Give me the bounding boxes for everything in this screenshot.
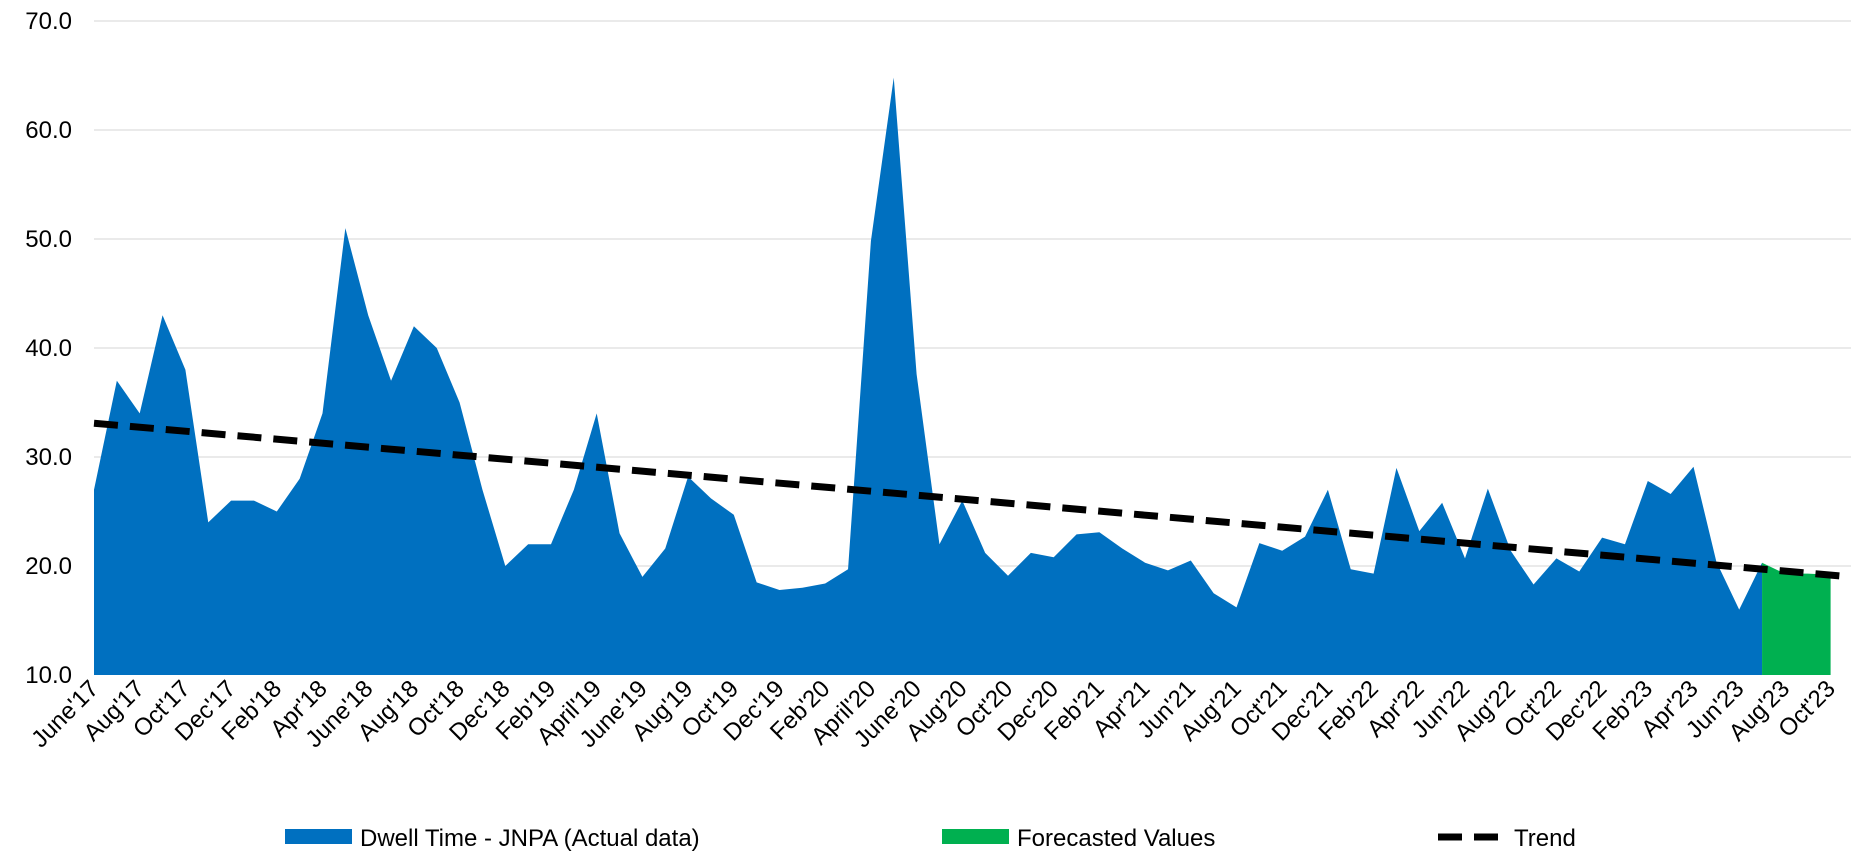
legend-item-trend: Trend — [1438, 825, 1576, 852]
y-tick-label: 40.0 — [25, 335, 72, 362]
y-tick-label: 70.0 — [25, 8, 72, 35]
legend-swatch-forecast — [942, 829, 1009, 844]
y-tick-label: 30.0 — [25, 444, 72, 471]
forecast-area — [1762, 562, 1831, 675]
trend-line-group — [93, 419, 1851, 581]
y-tick-label: 10.0 — [25, 662, 72, 689]
plot-areas — [94, 77, 1831, 676]
legend-swatch-actual — [285, 829, 352, 844]
y-tick-label: 50.0 — [25, 226, 72, 253]
legend-label-actual: Dwell Time - JNPA (Actual data) — [360, 825, 700, 852]
legend-label-trend: Trend — [1514, 825, 1576, 852]
y-axis: 10.0 20.0 30.0 40.0 50.0 60.0 70.0 — [25, 8, 72, 689]
legend-item-actual: Dwell Time - JNPA (Actual data) — [285, 825, 700, 852]
x-axis: June'17Aug'17Oct'17Dec'17Feb'18Apr'18Jun… — [26, 675, 1841, 753]
y-tick-label: 60.0 — [25, 117, 72, 144]
trend-line — [93, 419, 1851, 581]
legend-label-forecast: Forecasted Values — [1017, 825, 1215, 852]
legend-item-forecast: Forecasted Values — [942, 825, 1215, 852]
legend: Dwell Time - JNPA (Actual data) Forecast… — [285, 825, 1576, 852]
y-tick-label: 20.0 — [25, 553, 72, 580]
actual-data-area — [94, 77, 1763, 676]
